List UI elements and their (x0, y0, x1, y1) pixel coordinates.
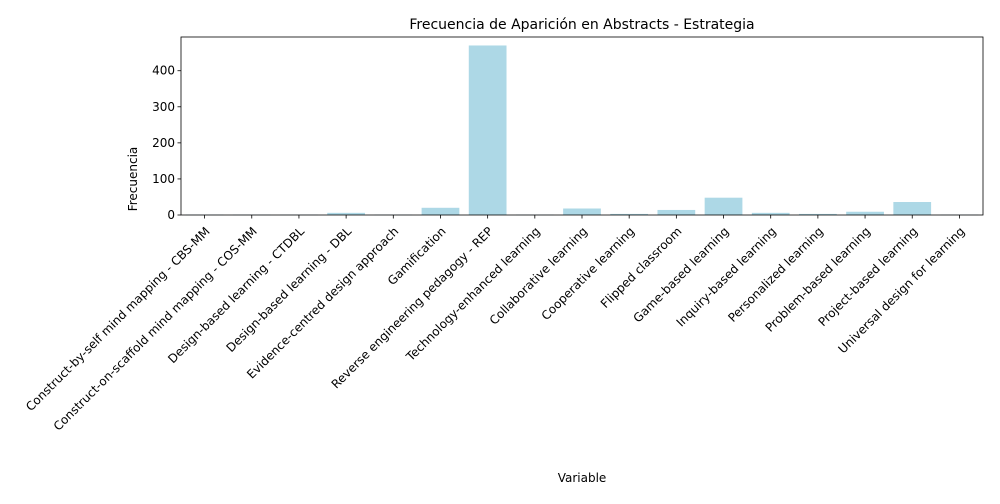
plot-area (180, 36, 984, 216)
bar (563, 208, 601, 215)
x-axis-label: Variable (558, 471, 607, 485)
bar (846, 211, 884, 215)
x-tick-label: Cooperative learning (539, 224, 638, 323)
bar (657, 209, 696, 215)
y-tick-label: 400 (152, 64, 175, 78)
bar (327, 212, 365, 215)
bar (704, 197, 743, 215)
bar (421, 207, 460, 215)
plot-frame (180, 36, 984, 216)
bar (610, 213, 649, 215)
y-tick-label: 100 (152, 172, 175, 186)
bar (468, 45, 507, 216)
y-axis: 0 100 200 300 400 (152, 64, 181, 222)
bar (893, 202, 932, 215)
x-tick-label: Flipped classroom (598, 224, 685, 311)
y-tick-label: 0 (167, 208, 175, 222)
bar (799, 213, 837, 215)
y-axis-label: Frecuencia (126, 147, 140, 212)
bar (751, 212, 790, 215)
x-tick-label: Game-based learning (631, 224, 732, 325)
x-tick-label: Construct-on-scaffold mind mapping - COS… (51, 224, 260, 433)
x-tick-label: Personalized learning (725, 224, 826, 325)
y-tick-label: 300 (152, 100, 175, 114)
x-axis: Construct-by-self mind mapping - CBS-MMC… (23, 215, 968, 433)
x-tick-label: Construct-by-self mind mapping - CBS-MM (23, 224, 213, 414)
y-tick-label: 200 (152, 136, 175, 150)
chart-title: Frecuencia de Aparición en Abstracts - E… (409, 17, 754, 33)
x-tick-label: Reverse engineering pedagogy - REP (329, 224, 496, 391)
